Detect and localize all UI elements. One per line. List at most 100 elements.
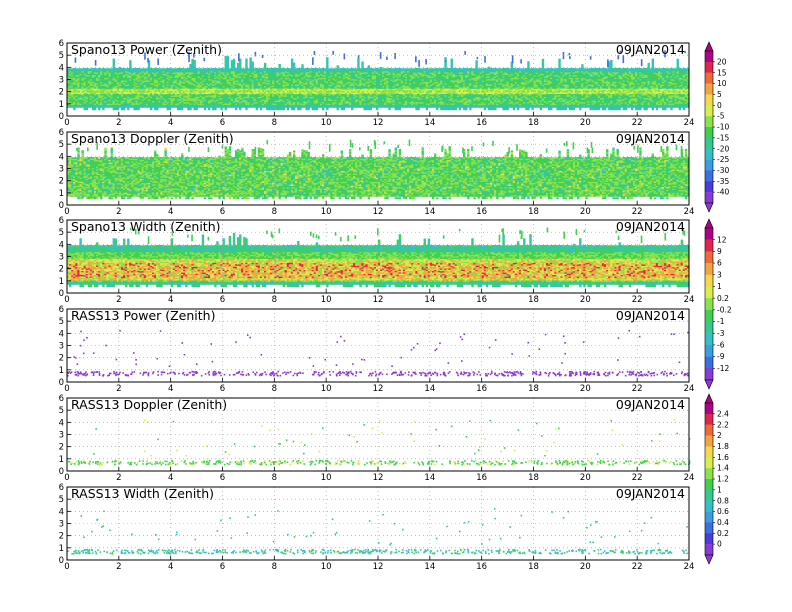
heat-cell [366, 68, 368, 70]
heat-cell [84, 68, 86, 70]
heat-cell [363, 68, 365, 70]
heat-cell [283, 68, 285, 70]
heat-cell [111, 68, 113, 70]
heat-cell [169, 68, 171, 70]
heat-cell [202, 68, 204, 70]
heat-cell [353, 68, 355, 70]
heat-cell [150, 68, 152, 70]
heat-cell [156, 68, 158, 70]
heat-cell [278, 64, 280, 66]
heat-cell [79, 68, 81, 70]
heat-cell [393, 68, 395, 70]
heat-cell [108, 68, 110, 70]
heat-cell [100, 68, 102, 70]
heat-cell [289, 68, 291, 70]
heat-cell [185, 68, 187, 70]
heat-cell [245, 59, 247, 61]
heat-cell [266, 68, 268, 70]
heat-cell [73, 68, 75, 70]
heat-cell [247, 68, 249, 70]
heat-cell [243, 68, 245, 70]
heat-cell [189, 64, 191, 66]
heat-cell [82, 68, 84, 70]
heat-cell [223, 68, 225, 70]
heat-cell [310, 68, 312, 70]
heat-cell [299, 68, 301, 70]
heat-cell [361, 62, 363, 64]
heat-cell [127, 68, 129, 70]
heat-cell [249, 57, 251, 59]
heat-cell [380, 67, 382, 69]
heat-cell [276, 68, 278, 70]
heat-cell [227, 56, 229, 58]
heat-cell [146, 68, 148, 70]
heat-cell [316, 68, 318, 70]
heat-cell [324, 68, 326, 70]
heat-cell [349, 68, 351, 70]
heat-cell [140, 68, 142, 70]
heat-cell [196, 68, 198, 70]
heat-cell [318, 68, 320, 70]
heat-cell [90, 68, 92, 70]
heat-cell [330, 68, 332, 70]
heat-cell [214, 68, 216, 70]
heat-cell [75, 68, 77, 70]
heat-cell [376, 68, 378, 70]
heat-cell [241, 68, 243, 70]
heat-cell [92, 68, 94, 70]
heat-cell [268, 68, 270, 70]
heat-cell [388, 68, 390, 70]
heat-cell [77, 68, 79, 70]
heat-cell [158, 68, 160, 70]
heat-cell [357, 57, 359, 59]
heat-cell [386, 68, 388, 70]
heat-cell [390, 68, 392, 70]
heat-cell [144, 68, 146, 70]
heat-cell [295, 68, 297, 70]
heat-cell [291, 59, 293, 61]
heat-cell [204, 68, 206, 70]
heat-cell [69, 68, 71, 70]
heat-cell [337, 65, 339, 67]
heat-cell [262, 68, 264, 70]
heat-cell [258, 68, 260, 70]
heat-cell [113, 59, 115, 61]
heat-cell [345, 68, 347, 70]
heat-cell [370, 68, 372, 70]
heat-cell [181, 68, 183, 70]
heat-cell [208, 68, 210, 70]
heat-cell [235, 68, 237, 70]
heat-cell [225, 56, 227, 58]
heat-cell [378, 68, 380, 70]
heat-cell [137, 68, 139, 70]
heat-cell [308, 68, 310, 70]
heat-cell [106, 68, 108, 70]
heat-cell [395, 68, 397, 70]
heat-cell [339, 68, 341, 70]
heat-cell [117, 68, 119, 70]
heat-cell [167, 68, 169, 70]
heat-cell [187, 68, 189, 70]
heat-cell [320, 68, 322, 70]
heat-cell [326, 57, 328, 59]
heat-cell [183, 68, 185, 70]
heat-cell [372, 68, 374, 70]
heat-cell [229, 68, 231, 70]
heat-cell [88, 68, 90, 70]
heat-cell [334, 68, 336, 70]
heat-cell [264, 63, 266, 65]
heat-cell [287, 68, 289, 70]
heat-cell [193, 60, 195, 62]
heat-cell [131, 68, 133, 70]
heat-cell [233, 59, 235, 61]
heat-cell [198, 68, 200, 70]
heat-cell [301, 64, 303, 66]
heat-cell [270, 68, 272, 70]
heat-cell [322, 68, 324, 70]
heat-cell [200, 68, 202, 70]
heat-cell [231, 60, 233, 62]
heat-cell [154, 68, 156, 70]
heat-cell [133, 68, 135, 70]
heat-cell [285, 68, 287, 70]
